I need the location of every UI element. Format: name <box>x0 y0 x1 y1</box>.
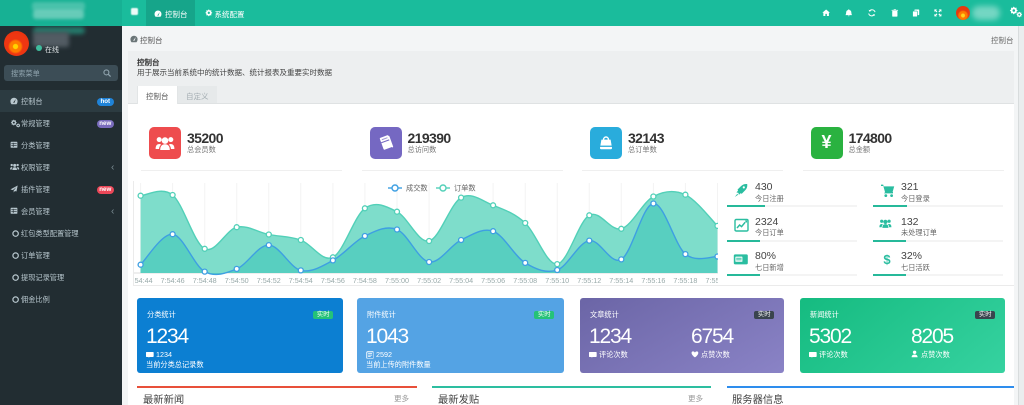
svg-text:7:55:10: 7:55:10 <box>545 276 569 285</box>
svg-text:7:54:54: 7:54:54 <box>289 276 313 285</box>
svg-text:订单数: 订单数 <box>454 184 476 193</box>
svg-text:7:55:04: 7:55:04 <box>449 276 473 285</box>
svg-text:7:55:06: 7:55:06 <box>481 276 505 285</box>
svg-text:7:54:48: 7:54:48 <box>193 276 217 285</box>
svg-text:7:55:14: 7:55:14 <box>609 276 633 285</box>
svg-text:7:55:02: 7:55:02 <box>417 276 441 285</box>
svg-text:7:54:44: 7:54:44 <box>134 276 153 285</box>
svg-text:7:55:08: 7:55:08 <box>513 276 537 285</box>
svg-text:7:54:50: 7:54:50 <box>225 276 249 285</box>
svg-text:7:54:46: 7:54:46 <box>161 276 185 285</box>
svg-text:成交数: 成交数 <box>406 184 428 193</box>
svg-text:7:55:18: 7:55:18 <box>673 276 697 285</box>
svg-text:7:54:52: 7:54:52 <box>257 276 281 285</box>
svg-text:7:54:58: 7:54:58 <box>353 276 377 285</box>
svg-text:7:55:00: 7:55:00 <box>385 276 409 285</box>
svg-text:7:55:12: 7:55:12 <box>577 276 601 285</box>
svg-text:7:54:56: 7:54:56 <box>321 276 345 285</box>
svg-text:7:55:20: 7:55:20 <box>706 276 718 285</box>
svg-text:7:55:16: 7:55:16 <box>641 276 665 285</box>
